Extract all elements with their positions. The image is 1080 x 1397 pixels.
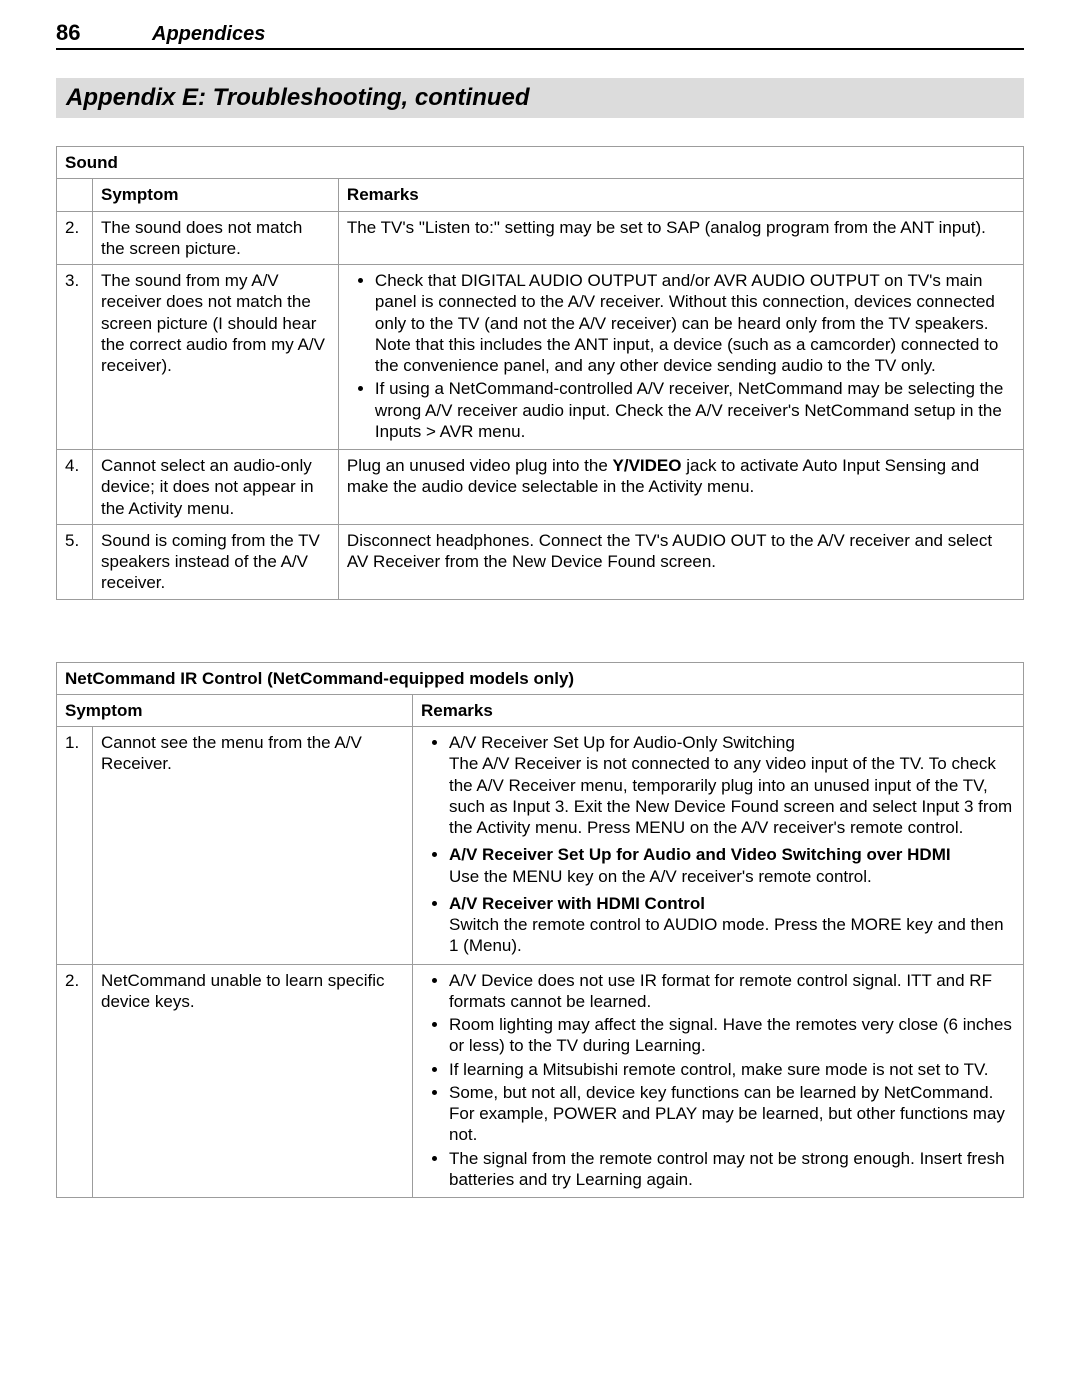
row-num: 3. [57,265,93,450]
remarks-blocks: A/V Receiver Set Up for Audio-Only Switc… [421,732,1015,957]
row-num: 2. [57,964,93,1198]
block-body: The A/V Receiver is not connected to any… [449,754,1012,837]
list-item: If using a NetCommand-controlled A/V rec… [375,378,1015,442]
row-symptom: The sound does not match the screen pict… [93,211,339,265]
table-row: 1. Cannot see the menu from the A/V Rece… [57,727,1024,965]
remarks-bullets: Check that DIGITAL AUDIO OUTPUT and/or A… [347,270,1015,442]
list-item: A/V Receiver Set Up for Audio-Only Switc… [449,732,1015,838]
list-item: Check that DIGITAL AUDIO OUTPUT and/or A… [375,270,1015,376]
appendix-title: Appendix E: Troubleshooting, continued [66,84,530,111]
netcommand-col-remarks: Remarks [413,694,1024,726]
row-symptom: Sound is coming from the TV speakers ins… [93,524,339,599]
table-row: 2. NetCommand unable to learn specific d… [57,964,1024,1198]
remarks-bold: Y/VIDEO [613,456,682,475]
sound-col-blank [57,179,93,211]
list-item: A/V Receiver with HDMI Control Switch th… [449,893,1015,957]
netcommand-table: NetCommand IR Control (NetCommand-equipp… [56,662,1024,1199]
sound-section-title: Sound [57,147,1024,179]
table-row: 3. The sound from my A/V receiver does n… [57,265,1024,450]
list-item: Room lighting may affect the signal. Hav… [449,1014,1015,1057]
row-remarks: A/V Receiver Set Up for Audio-Only Switc… [413,727,1024,965]
block-body: Switch the remote control to AUDIO mode.… [449,915,1004,955]
block-body: Use the MENU key on the A/V receiver's r… [449,867,872,886]
row-num: 4. [57,450,93,525]
section-name: Appendices [152,23,265,46]
page: 86 Appendices Appendix E: Troubleshootin… [0,0,1080,1238]
list-item: A/V Device does not use IR format for re… [449,970,1015,1013]
list-item: If learning a Mitsubishi remote control,… [449,1059,1015,1080]
row-remarks: A/V Device does not use IR format for re… [413,964,1024,1198]
list-item: A/V Receiver Set Up for Audio and Video … [449,844,1015,887]
row-symptom: The sound from my A/V receiver does not … [93,265,339,450]
table-gap [56,600,1024,662]
block-lead: A/V Receiver with HDMI Control [449,894,705,913]
table-row: 2. The sound does not match the screen p… [57,211,1024,265]
row-num: 2. [57,211,93,265]
table-row: 5. Sound is coming from the TV speakers … [57,524,1024,599]
row-symptom: Cannot see the menu from the A/V Receive… [93,727,413,965]
page-number: 86 [56,20,152,46]
row-symptom: Cannot select an audio-only device; it d… [93,450,339,525]
table-row: 4. Cannot select an audio-only device; i… [57,450,1024,525]
netcommand-col-symptom: Symptom [57,694,413,726]
row-symptom: NetCommand unable to learn specific devi… [93,964,413,1198]
row-remarks: The TV's "Listen to:" setting may be set… [338,211,1023,265]
remarks-pre: Plug an unused video plug into the [347,456,613,475]
row-remarks: Check that DIGITAL AUDIO OUTPUT and/or A… [338,265,1023,450]
block-lead: A/V Receiver Set Up for Audio and Video … [449,845,951,864]
appendix-title-bar: Appendix E: Troubleshooting, continued [56,78,1024,118]
remarks-bullets: A/V Device does not use IR format for re… [421,970,1015,1191]
row-remarks: Plug an unused video plug into the Y/VID… [338,450,1023,525]
sound-table: Sound Symptom Remarks 2. The sound does … [56,146,1024,600]
page-header: 86 Appendices [56,20,1024,50]
sound-col-symptom: Symptom [93,179,339,211]
list-item: Some, but not all, device key functions … [449,1082,1015,1146]
block-lead: A/V Receiver Set Up for Audio-Only Switc… [449,733,795,752]
row-remarks: Disconnect headphones. Connect the TV's … [338,524,1023,599]
netcommand-section-title: NetCommand IR Control (NetCommand-equipp… [57,662,1024,694]
row-num: 1. [57,727,93,965]
list-item: The signal from the remote control may n… [449,1148,1015,1191]
sound-col-remarks: Remarks [338,179,1023,211]
row-num: 5. [57,524,93,599]
